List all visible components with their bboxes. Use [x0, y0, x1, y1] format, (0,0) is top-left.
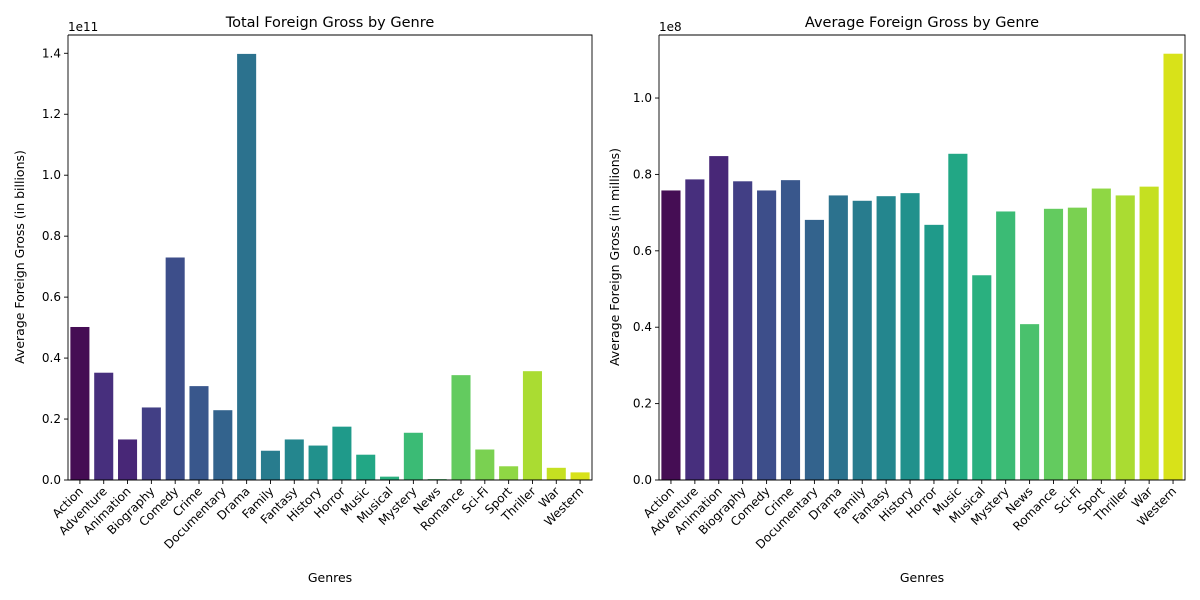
bar-comedy [165, 257, 185, 480]
y-tick-label: 1.0 [633, 91, 652, 105]
bar-crime [189, 386, 209, 480]
bar-documentary [213, 410, 233, 480]
y-tick-label: 1.4 [42, 46, 61, 60]
bar-news [1020, 324, 1040, 480]
bar-romance [1043, 208, 1064, 481]
bar-biography [141, 407, 161, 480]
bar-music [356, 454, 376, 480]
bar-romance [451, 375, 471, 480]
bar-sci-fi [475, 449, 495, 480]
bar-family [852, 200, 872, 480]
y-tick-label: 0.6 [633, 244, 652, 258]
y-tick-label: 0.2 [633, 397, 652, 411]
y-offset-text: 1e11 [68, 20, 98, 34]
y-tick-label: 1.0 [42, 168, 61, 182]
bar-animation [709, 156, 729, 480]
bar-mystery [996, 211, 1016, 480]
bar-musical [380, 476, 400, 480]
bar-crime [780, 180, 801, 480]
y-tick-label: 0.0 [42, 473, 61, 487]
x-axis-ticks: ActionAdventureAnimationBiographyComedyC… [641, 480, 1179, 552]
x-axis-label: Genres [900, 570, 944, 585]
y-tick-label: 0.4 [42, 351, 61, 365]
bar-western [570, 472, 590, 480]
bar-western [1163, 53, 1183, 480]
bar-biography [733, 181, 753, 481]
bar-war [1139, 186, 1159, 480]
y-offset-text: 1e8 [659, 20, 682, 34]
y-tick-label: 0.8 [42, 229, 61, 243]
bar-horror [332, 426, 352, 480]
bar-family [260, 450, 280, 480]
bar-fantasy [876, 196, 896, 480]
bar-drama [237, 53, 257, 481]
bar-action [70, 326, 90, 480]
bar-animation [118, 439, 138, 480]
bar-history [900, 193, 920, 480]
y-axis-ticks: 0.0 0.2 0.4 0.6 0.8 1.0 [633, 91, 659, 487]
y-tick-label: 0.8 [633, 167, 652, 181]
bar-fantasy [284, 439, 304, 480]
y-axis-label: Average Foreign Gross (in millions) [607, 148, 622, 366]
bar-musical [972, 275, 992, 480]
y-tick-label: 0.4 [633, 320, 652, 334]
bar-comedy [757, 190, 777, 480]
bar-thriller [1115, 195, 1135, 480]
y-tick-label: 0.2 [42, 412, 61, 426]
bar-history [308, 445, 328, 480]
x-axis-ticks: ActionAdventureAnimationBiographyComedyC… [50, 480, 586, 552]
total-foreign-gross-chart: Total Foreign Gross by Genre 1e11 0.0 0.2… [12, 15, 593, 585]
y-tick-label: 1.2 [42, 107, 61, 121]
average-foreign-gross-chart: Average Foreign Gross by Genre 1e8 0.00.… [607, 15, 1186, 585]
bar-sport [499, 466, 519, 480]
bar-war [546, 467, 566, 480]
bar-drama [828, 195, 848, 480]
bar-adventure [685, 179, 705, 480]
bar-adventure [94, 372, 114, 480]
chart-title: Average Foreign Gross by Genre [805, 15, 1039, 31]
bar-group [661, 53, 1183, 481]
bar-thriller [522, 371, 542, 480]
bar-horror [924, 224, 944, 480]
axes-frame [658, 34, 1186, 481]
bar-music [948, 153, 968, 481]
chart-title: Total Foreign Gross by Genre [225, 15, 435, 31]
bar-sport [1091, 188, 1111, 481]
bar-mystery [403, 432, 423, 480]
bar-action [661, 190, 681, 480]
y-axis-ticks: 0.0 0.2 0.4 0.6 0.8 1.0 1.2 1.4 [42, 46, 68, 487]
y-axis-label: Average Foreign Gross (in billions) [12, 150, 27, 364]
y-tick-label: 0.6 [42, 290, 61, 304]
bar-documentary [804, 219, 824, 480]
bar-sci-fi [1067, 207, 1087, 480]
bar-news [427, 479, 447, 480]
x-axis-label: Genres [308, 570, 352, 585]
axes-frame [67, 34, 593, 481]
bar-group [70, 53, 590, 481]
y-tick-label: 0.0 [633, 473, 652, 487]
